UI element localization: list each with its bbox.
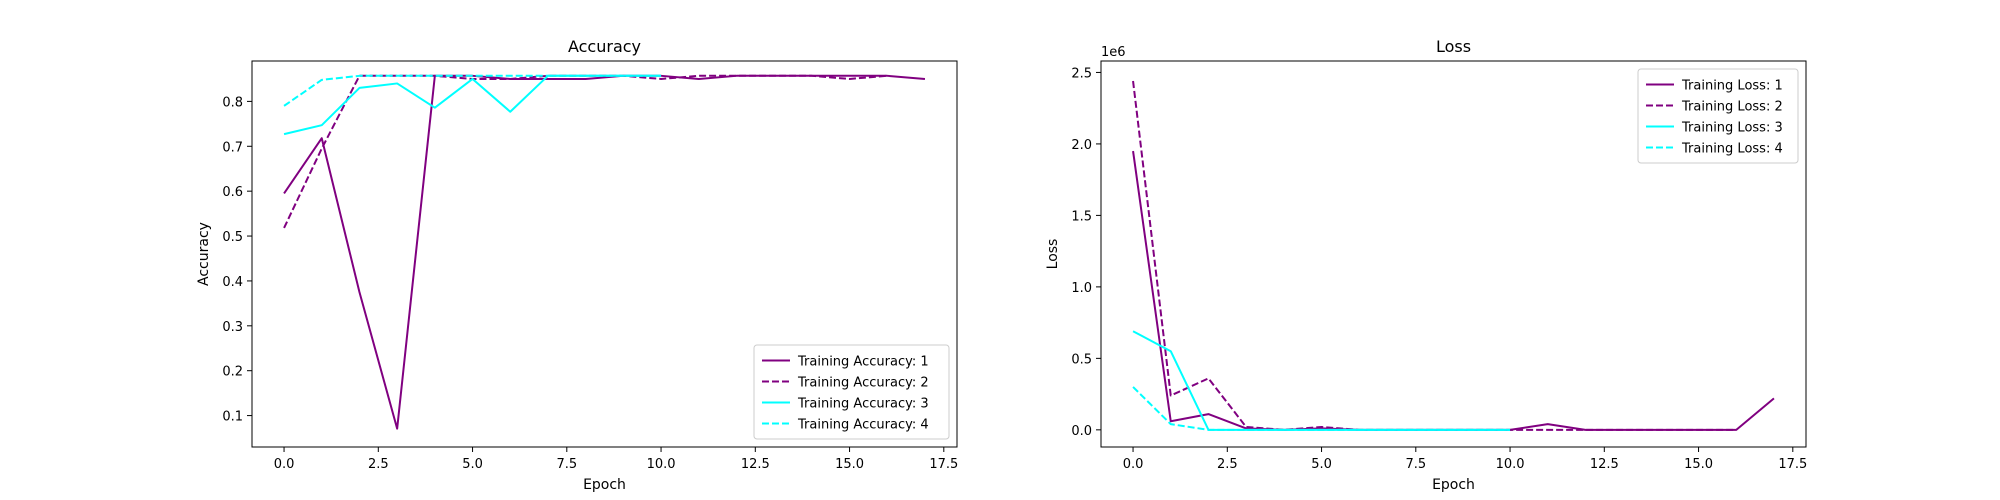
y-offset-label: 1e6 bbox=[1101, 45, 1126, 60]
chart-title: Accuracy bbox=[568, 37, 641, 56]
x-tick-label: 12.5 bbox=[1590, 457, 1619, 472]
legend-entry-2: Training Loss: 2 bbox=[1681, 100, 1783, 115]
legend: Training Loss: 1 Training Loss: 2 Training… bbox=[1637, 68, 1799, 164]
legend: Training Accuracy: 1 Training Accuracy: 2… bbox=[753, 344, 950, 440]
x-tick-label: 15.0 bbox=[835, 457, 864, 472]
x-tick-label: 7.5 bbox=[556, 457, 577, 472]
y-tick-label: 0.5 bbox=[222, 230, 243, 245]
accuracy-chart: 0.0 2.5 5.0 7.5 10.0 12.5 15.0 17.5 0.1 0.2 0.3 0.4… bbox=[196, 37, 958, 493]
axes-frame bbox=[1100, 60, 1807, 448]
legend-entry-1: Training Accuracy: 1 bbox=[797, 355, 929, 370]
y-tick-label: 0.2 bbox=[222, 365, 243, 380]
legend-entry-4: Training Accuracy: 4 bbox=[797, 418, 929, 433]
y-tick-label: 1.0 bbox=[1071, 281, 1092, 296]
series-line-4 bbox=[283, 74, 662, 107]
x-axis-label: Epoch bbox=[1432, 477, 1475, 493]
series-line-4 bbox=[1132, 386, 1511, 431]
legend-entry-1: Training Loss: 1 bbox=[1681, 79, 1783, 94]
x-tick-label: 0.0 bbox=[1123, 457, 1144, 472]
y-axis-label: Loss bbox=[1045, 239, 1061, 270]
y-axis-label: Accuracy bbox=[196, 222, 212, 286]
x-tick-label: 17.5 bbox=[929, 457, 958, 472]
y-tick-label: 0.3 bbox=[222, 320, 243, 335]
y-tick-label: 2.5 bbox=[1071, 66, 1092, 81]
y-tick-label: 0.8 bbox=[222, 95, 243, 110]
x-tick-label: 2.5 bbox=[1217, 457, 1238, 472]
x-tick-label: 15.0 bbox=[1684, 457, 1713, 472]
x-tick-label: 17.5 bbox=[1778, 457, 1807, 472]
x-axis-label: Epoch bbox=[583, 477, 626, 493]
y-tick-label: 0.5 bbox=[1071, 352, 1092, 367]
y-tick-label: 0.1 bbox=[222, 410, 243, 425]
series-line-1 bbox=[283, 74, 926, 430]
x-tick-label: 2.5 bbox=[368, 457, 389, 472]
y-tick-label: 0.7 bbox=[222, 140, 243, 155]
legend-box bbox=[1637, 68, 1799, 164]
loss-chart: 0.0 2.5 5.0 7.5 10.0 12.5 15.0 17.5 0.0 0.5 1.0 1.5… bbox=[1045, 37, 1807, 493]
x-tick-label: 10.0 bbox=[1496, 457, 1525, 472]
x-tick-label: 12.5 bbox=[741, 457, 770, 472]
legend-entry-3: Training Accuracy: 3 bbox=[797, 397, 929, 412]
x-tick-label: 0.0 bbox=[274, 457, 295, 472]
y-tick-label: 0.0 bbox=[1071, 424, 1092, 439]
axes-frame bbox=[251, 60, 958, 448]
legend-entry-3: Training Loss: 3 bbox=[1681, 121, 1783, 136]
legend-entry-4: Training Loss: 4 bbox=[1681, 142, 1783, 157]
y-tick-label: 0.6 bbox=[222, 185, 243, 200]
legend-box bbox=[753, 344, 950, 440]
x-tick-label: 7.5 bbox=[1405, 457, 1426, 472]
x-tick-label: 10.0 bbox=[647, 457, 676, 472]
chart-title: Loss bbox=[1436, 37, 1471, 56]
y-tick-label: 2.0 bbox=[1071, 138, 1092, 153]
x-tick-label: 5.0 bbox=[462, 457, 483, 472]
y-tick-label: 1.5 bbox=[1071, 209, 1092, 224]
legend-entry-2: Training Accuracy: 2 bbox=[797, 376, 929, 391]
x-tick-label: 5.0 bbox=[1311, 457, 1332, 472]
y-tick-label: 0.4 bbox=[222, 275, 243, 290]
